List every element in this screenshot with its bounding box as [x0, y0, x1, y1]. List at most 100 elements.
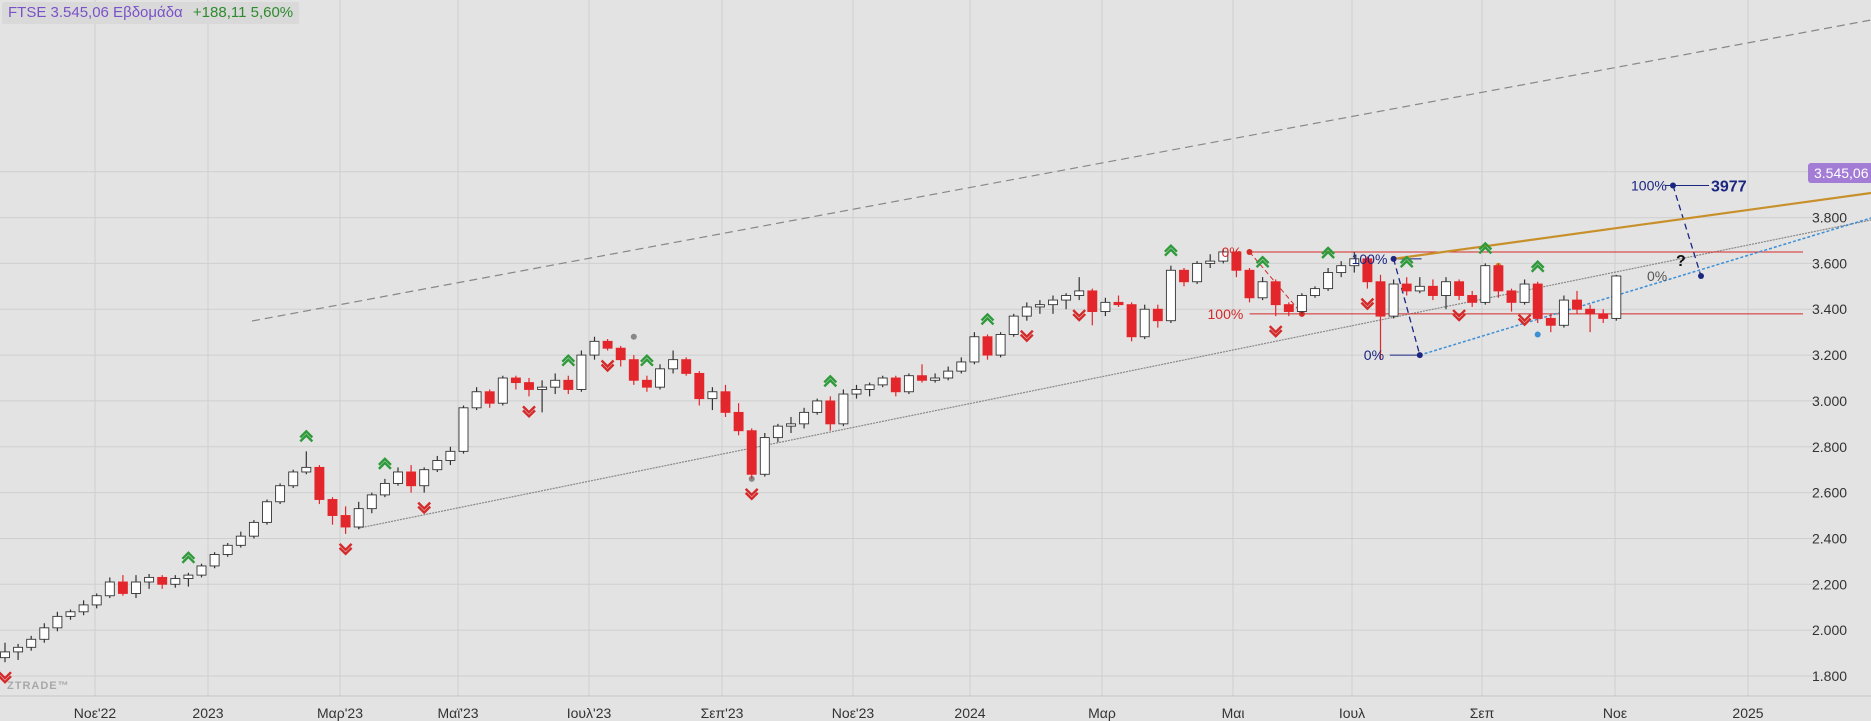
candle-body[interactable]: [681, 359, 692, 374]
candle-body[interactable]: [52, 615, 63, 629]
candle-body[interactable]: [1192, 262, 1203, 283]
candle-body[interactable]: [458, 407, 469, 452]
candle-body[interactable]: [1296, 295, 1307, 312]
candle-body[interactable]: [1598, 313, 1609, 319]
candle-body[interactable]: [903, 375, 914, 393]
candle-body[interactable]: [0, 651, 10, 659]
candle-body[interactable]: [746, 430, 757, 475]
candle-body[interactable]: [1362, 258, 1373, 283]
candle-body[interactable]: [733, 411, 744, 432]
candle-body[interactable]: [589, 340, 600, 356]
candle-body[interactable]: [117, 581, 128, 594]
candle-body[interactable]: [78, 604, 89, 613]
candle-body[interactable]: [1126, 304, 1137, 338]
candle-body[interactable]: [1205, 260, 1216, 264]
candle-body[interactable]: [1545, 317, 1556, 326]
candle-body[interactable]: [772, 425, 783, 439]
candle-body[interactable]: [262, 501, 272, 523]
candle-body[interactable]: [1519, 283, 1530, 303]
candle-body[interactable]: [1506, 290, 1517, 303]
projection-diagonal[interactable]: [1672, 185, 1702, 277]
candle-body[interactable]: [1113, 301, 1124, 306]
candle-body[interactable]: [91, 595, 102, 606]
pivot-dot[interactable]: [1416, 352, 1423, 359]
candle-body[interactable]: [39, 627, 50, 640]
candle-body[interactable]: [1008, 315, 1019, 335]
candle-body[interactable]: [838, 393, 849, 425]
candle-body[interactable]: [1493, 265, 1504, 292]
candle-body[interactable]: [759, 437, 770, 475]
candle-body[interactable]: [628, 359, 639, 381]
candle-body[interactable]: [209, 554, 220, 567]
candle-body[interactable]: [877, 377, 888, 386]
candle-body[interactable]: [445, 450, 456, 461]
candle-body[interactable]: [641, 379, 652, 388]
candle-body[interactable]: [707, 391, 718, 400]
candle-body[interactable]: [1257, 281, 1268, 299]
candle-body[interactable]: [170, 578, 181, 585]
candle-body[interactable]: [248, 521, 259, 537]
candle-body[interactable]: [1427, 285, 1438, 296]
pivot-dot[interactable]: [1534, 331, 1541, 338]
candle-body[interactable]: [969, 336, 980, 363]
candle-body[interactable]: [1401, 283, 1412, 292]
candle-body[interactable]: [537, 386, 548, 390]
candle-body[interactable]: [1021, 306, 1032, 317]
candle-body[interactable]: [1558, 299, 1569, 326]
candle-body[interactable]: [1139, 308, 1150, 338]
candle-body[interactable]: [510, 377, 521, 384]
candle-body[interactable]: [104, 581, 115, 597]
candle-body[interactable]: [1034, 304, 1045, 308]
candle-body[interactable]: [1048, 299, 1058, 306]
candle-body[interactable]: [314, 466, 325, 500]
candle-body[interactable]: [1165, 269, 1176, 322]
candle-body[interactable]: [956, 361, 967, 372]
candle-body[interactable]: [825, 400, 836, 425]
candle-body[interactable]: [419, 469, 430, 487]
pivot-dot[interactable]: [1670, 182, 1676, 189]
candle-body[interactable]: [65, 611, 76, 617]
candle-body[interactable]: [1087, 290, 1098, 312]
candle-body[interactable]: [1611, 275, 1622, 319]
candle-body[interactable]: [602, 340, 613, 349]
candle-body[interactable]: [799, 411, 810, 425]
candle-body[interactable]: [406, 471, 417, 487]
candle-body[interactable]: [694, 372, 705, 400]
triangle-lower-line[interactable]: [1419, 217, 1871, 356]
y-axis[interactable]: 4.0003.8003.6003.4003.2003.0002.8002.600…: [1812, 164, 1847, 684]
candle-body[interactable]: [615, 347, 626, 361]
candle-body[interactable]: [1244, 269, 1255, 299]
candle-body[interactable]: [890, 377, 901, 393]
candle-body[interactable]: [353, 508, 364, 528]
candle-body[interactable]: [864, 384, 875, 390]
candle-body[interactable]: [851, 389, 862, 395]
trend-lines[interactable]: [251, 19, 1871, 529]
candle-body[interactable]: [497, 377, 508, 404]
candle-body[interactable]: [1349, 258, 1360, 267]
candle-body[interactable]: [1585, 308, 1596, 315]
candle-body[interactable]: [1061, 295, 1072, 301]
candle-body[interactable]: [275, 485, 286, 503]
candle-body[interactable]: [930, 377, 941, 381]
candle-body[interactable]: [563, 379, 574, 390]
candle-body[interactable]: [1388, 283, 1399, 317]
candle-body[interactable]: [1270, 281, 1281, 306]
candle-body[interactable]: [1100, 301, 1111, 312]
candle-body[interactable]: [1414, 285, 1425, 292]
candle-body[interactable]: [1231, 251, 1242, 271]
candle-body[interactable]: [1218, 251, 1229, 262]
fib2-diagonal[interactable]: [1392, 258, 1421, 356]
candle-body[interactable]: [471, 391, 482, 409]
pivot-dot[interactable]: [1390, 255, 1397, 262]
candle-body[interactable]: [393, 471, 403, 484]
candle-body[interactable]: [655, 368, 665, 388]
candle-body[interactable]: [1480, 265, 1491, 303]
candle-body[interactable]: [327, 499, 338, 516]
candle-body[interactable]: [13, 646, 24, 653]
candle-body[interactable]: [26, 638, 37, 648]
candle-body[interactable]: [183, 574, 194, 580]
candle-body[interactable]: [131, 581, 141, 594]
candle-body[interactable]: [432, 460, 443, 471]
candle-body[interactable]: [995, 334, 1006, 356]
